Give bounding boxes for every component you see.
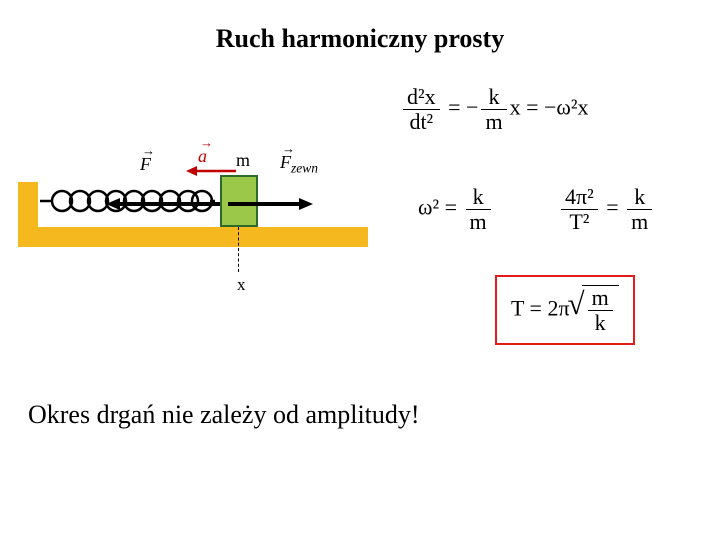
x-label: x xyxy=(235,275,248,295)
ext-force-label: →Fzewn xyxy=(280,152,318,177)
conclusion-text: Okres drgań nie zależy od amplitudy! xyxy=(28,400,420,430)
spring-mass-diagram: →F →a m →Fzewn x xyxy=(18,130,368,290)
ext-force-arrow xyxy=(228,195,313,213)
equation-omega: ω² = km xyxy=(418,185,494,234)
accel-label: →a xyxy=(198,146,207,167)
x-dashed-line xyxy=(238,227,239,272)
force-arrow xyxy=(106,195,236,213)
equation-period-relation: 4π²T² = km xyxy=(558,185,655,234)
mass-label: m xyxy=(236,150,250,171)
equation-motion: d²xdt² = −kmx = −ω²x xyxy=(400,85,588,134)
equation-period-boxed: T = 2πmk xyxy=(495,275,635,345)
force-label: →F xyxy=(140,154,151,175)
page-title: Ruch harmoniczny prosty xyxy=(0,24,720,54)
